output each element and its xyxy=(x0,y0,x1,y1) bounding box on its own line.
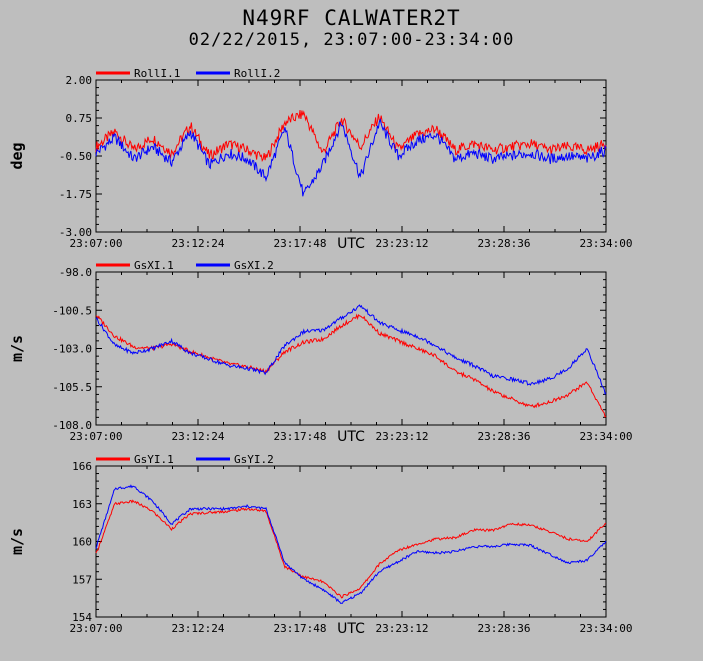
x-tick-label: 23:07:00 xyxy=(70,237,123,250)
x-tick-label: 23:23:12 xyxy=(376,430,429,443)
x-tick-label: 23:23:12 xyxy=(376,622,429,635)
x-tick-label: 23:07:00 xyxy=(70,622,123,635)
legend-label: GsXI.1 xyxy=(134,259,174,272)
x-axis-label: UTC xyxy=(337,429,365,445)
y-tick-label: 2.00 xyxy=(66,74,93,87)
x-tick-label: 23:34:00 xyxy=(580,237,633,250)
series-line-1 xyxy=(95,109,607,163)
x-tick-label: 23:12:24 xyxy=(172,622,225,635)
y-tick-label: -0.50 xyxy=(59,150,92,163)
y-tick-label: 166 xyxy=(72,460,92,473)
x-tick-label: 23:12:24 xyxy=(172,430,225,443)
series-line-1 xyxy=(95,313,607,418)
x-tick-label: 23:07:00 xyxy=(70,430,123,443)
y-tick-label: -3.00 xyxy=(59,226,92,239)
y-axis-label: m/s xyxy=(8,528,26,555)
page-title: N49RF CALWATER2T xyxy=(242,6,461,30)
x-tick-label: 23:34:00 xyxy=(580,622,633,635)
legend-label: GsYI.2 xyxy=(234,453,274,466)
y-tick-label: -108.0 xyxy=(52,419,92,432)
x-tick-label: 23:17:48 xyxy=(274,237,327,250)
y-tick-label: 154 xyxy=(72,611,92,624)
y-tick-label: 160 xyxy=(72,536,92,549)
y-tick-label: -98.0 xyxy=(59,266,92,279)
y-axis-label: m/s xyxy=(8,335,26,362)
legend-label: GsXI.2 xyxy=(234,259,274,272)
x-tick-label: 23:12:24 xyxy=(172,237,225,250)
y-tick-label: 157 xyxy=(72,573,92,586)
x-tick-label: 23:17:48 xyxy=(274,430,327,443)
series-line-1 xyxy=(95,499,607,599)
y-tick-label: -1.75 xyxy=(59,188,92,201)
y-tick-label: -105.5 xyxy=(52,381,92,394)
plot-frame xyxy=(95,271,607,426)
plot-frame xyxy=(95,465,607,618)
legend-label: GsYI.1 xyxy=(134,453,174,466)
y-tick-label: 163 xyxy=(72,498,92,511)
x-axis-label: UTC xyxy=(337,621,365,637)
series-line-2 xyxy=(95,117,607,197)
y-tick-label: 0.75 xyxy=(66,112,93,125)
x-axis-label: UTC xyxy=(337,236,365,252)
x-tick-label: 23:23:12 xyxy=(376,237,429,250)
y-tick-label: -103.0 xyxy=(52,343,92,356)
legend-label: RollI.2 xyxy=(234,67,280,80)
legend-label: RollI.1 xyxy=(134,67,180,80)
y-tick-label: -100.5 xyxy=(52,304,92,317)
x-tick-label: 23:28:36 xyxy=(478,622,531,635)
series-line-2 xyxy=(95,484,607,604)
x-tick-label: 23:17:48 xyxy=(274,622,327,635)
x-tick-label: 23:28:36 xyxy=(478,430,531,443)
y-axis-label: deg xyxy=(8,142,26,169)
series-line-2 xyxy=(95,304,607,396)
x-tick-label: 23:34:00 xyxy=(580,430,633,443)
page-subtitle: 02/22/2015, 23:07:00-23:34:00 xyxy=(188,30,515,50)
x-tick-label: 23:28:36 xyxy=(478,237,531,250)
